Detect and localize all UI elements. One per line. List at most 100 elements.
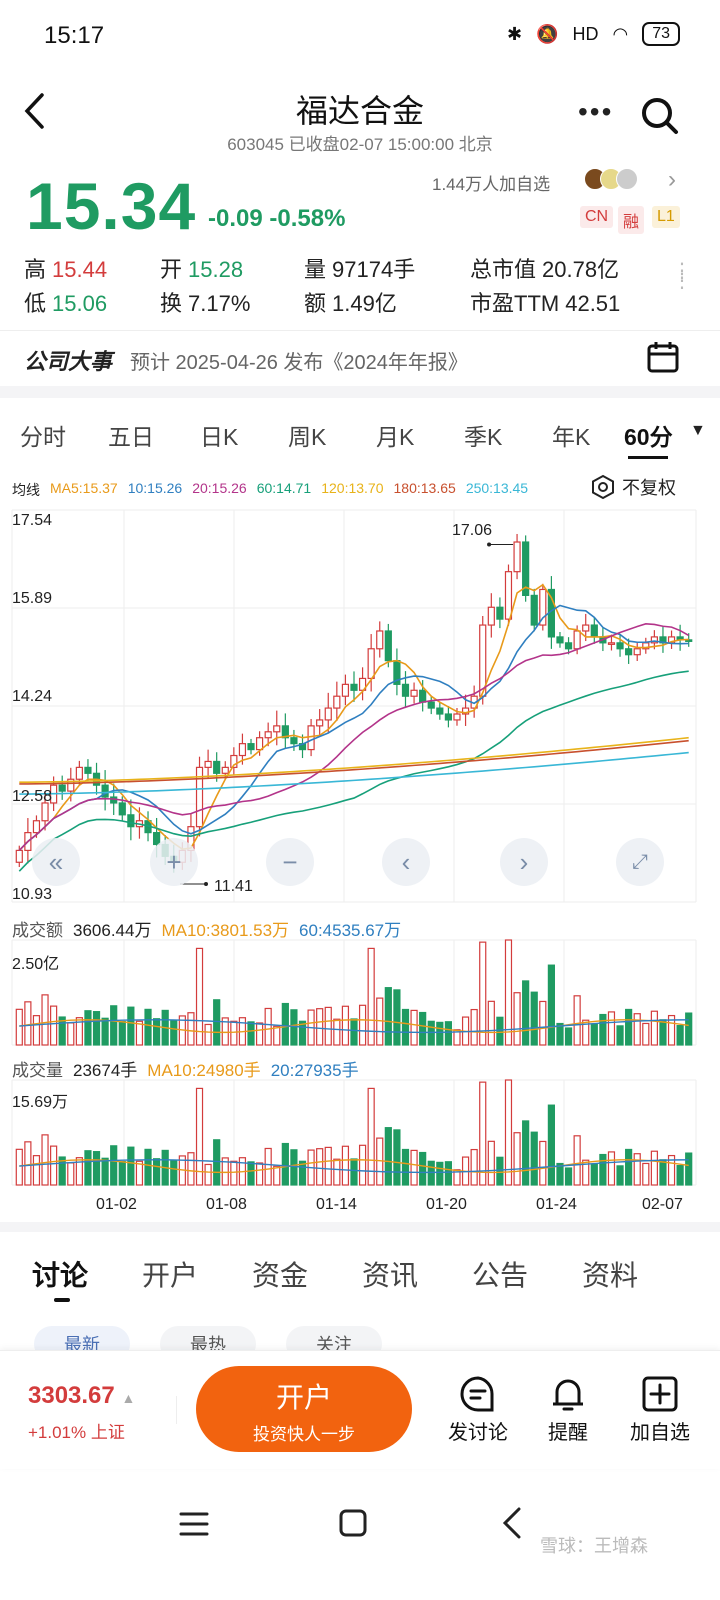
volume-bar <box>607 1151 616 1186</box>
turnover-bar <box>341 1005 350 1046</box>
candle <box>607 642 616 645</box>
content-tab-2[interactable]: 资金 <box>252 1260 309 1291</box>
turnover-bar <box>427 1020 435 1046</box>
calendar-icon[interactable] <box>646 340 679 373</box>
follower-avatars[interactable] <box>584 168 638 190</box>
post-discussion-button[interactable]: 发讨论 <box>438 1372 518 1445</box>
event-text[interactable]: 预计 2025-04-26 发布《2024年年报》 <box>130 352 468 374</box>
avatar <box>616 168 638 190</box>
adjust-label: 不复权 <box>622 478 676 498</box>
period-tab-4[interactable]: 月K <box>376 424 415 450</box>
candle <box>290 737 298 745</box>
volume-bar <box>401 1148 410 1186</box>
ma-legend-label: 均线 <box>12 482 40 498</box>
candle <box>436 707 444 715</box>
period-tab-5[interactable]: 季K <box>464 424 503 450</box>
turnover-bar <box>530 991 538 1046</box>
content-tab-0[interactable]: 讨论 <box>32 1260 89 1291</box>
candle <box>230 754 238 768</box>
volume-bar <box>264 1147 272 1186</box>
period-tab-2[interactable]: 日K <box>200 424 239 450</box>
stat-0: 高 15.44 <box>24 252 107 284</box>
candle <box>444 713 453 721</box>
scroll-right-button[interactable]: › <box>500 838 548 886</box>
back-nav-icon[interactable] <box>500 1506 524 1545</box>
alert-label: 提醒 <box>548 1422 588 1444</box>
stat-label: 高 <box>24 257 47 282</box>
candle <box>487 606 495 626</box>
volume-bar <box>367 1087 375 1186</box>
zoom-out-button[interactable]: − <box>266 838 314 886</box>
content-tab-4[interactable]: 公告 <box>472 1260 529 1291</box>
zoom-in-button[interactable]: + <box>150 838 198 886</box>
chevron-right-icon[interactable]: › <box>668 166 676 193</box>
badge-margin[interactable]: 融 <box>618 206 645 234</box>
menu-icon[interactable] <box>178 1510 210 1543</box>
scroll-left-button[interactable]: ‹ <box>382 838 430 886</box>
turnover-bar <box>616 1025 624 1046</box>
turnover-bar <box>479 941 487 1046</box>
volume-bar <box>479 1081 487 1186</box>
candle <box>281 725 289 739</box>
ma20-line <box>18 623 690 851</box>
index-change[interactable]: +1.01% 上证 <box>28 1423 125 1442</box>
turnover-bar <box>204 1023 212 1046</box>
post-discussion-label: 发讨论 <box>448 1422 508 1444</box>
candle <box>556 636 564 644</box>
index-value[interactable]: 3303.67 ▲ <box>28 1382 135 1410</box>
open-account-button[interactable]: 开户 投资快人一步 <box>196 1366 412 1452</box>
signal-icon: HD <box>572 23 599 44</box>
volume-bar <box>333 1158 341 1186</box>
content-tab-1[interactable]: 开户 <box>142 1260 199 1291</box>
period-tab-6[interactable]: 年K <box>552 424 591 450</box>
period-tab-1[interactable]: 五日 <box>108 424 154 450</box>
badge-l1[interactable]: L1 <box>652 206 680 228</box>
turnover-bar <box>685 1012 693 1046</box>
candle <box>324 707 332 721</box>
alert-button[interactable]: 提醒 <box>528 1372 608 1445</box>
period-tab-3[interactable]: 周K <box>288 424 327 450</box>
volume-bar <box>642 1162 650 1186</box>
volume-bar <box>298 1160 307 1186</box>
search-icon[interactable] <box>640 96 678 134</box>
volume-bar <box>67 1162 75 1186</box>
turnover-bar <box>41 994 49 1046</box>
fullscreen-icon[interactable]: ⤢ <box>616 838 664 886</box>
ma60-line <box>18 670 689 872</box>
more-icon[interactable]: ••• <box>578 96 614 127</box>
stat-value: 42.51 <box>565 291 621 316</box>
turnover-bar <box>453 1029 461 1046</box>
ma-item-5: 180:13.65 <box>393 480 456 496</box>
volume-bar <box>453 1169 461 1186</box>
content-tab-3[interactable]: 资讯 <box>362 1260 419 1291</box>
period-tab-0[interactable]: 分时 <box>20 424 66 450</box>
volume-bar <box>522 1120 530 1186</box>
stat-value: 1.49亿 <box>332 291 397 316</box>
ma5-line <box>18 583 689 851</box>
ma120-line <box>19 736 689 784</box>
home-icon[interactable] <box>338 1508 368 1543</box>
adjust-toggle[interactable]: 不复权 <box>590 474 676 500</box>
caret-down-icon[interactable]: ▼ <box>690 422 706 439</box>
candle <box>479 624 487 697</box>
candle <box>213 760 221 774</box>
period-tab-7[interactable]: 60分 <box>624 424 673 450</box>
content-tab-5[interactable]: 资料 <box>582 1260 639 1291</box>
badge-cn[interactable]: CN <box>580 206 614 228</box>
ma180-line <box>19 739 689 785</box>
stat-value: 20.78亿 <box>542 257 620 282</box>
scroll-left-fast-button[interactable]: « <box>32 838 80 886</box>
volume-bar <box>341 1145 350 1186</box>
candle <box>255 737 264 751</box>
drag-handle-icon[interactable]: ⋮ ⋮ <box>672 260 692 292</box>
back-button[interactable] <box>22 92 48 138</box>
add-watchlist-button[interactable]: 加自选 <box>620 1372 700 1445</box>
y-tick: 15.89 <box>12 590 53 607</box>
stat-6: 额 1.49亿 <box>304 286 397 318</box>
kline-chart[interactable] <box>0 500 720 1220</box>
turnover-bar-ma-long <box>19 1019 689 1034</box>
followers-count[interactable]: 1.44万人加自选 <box>432 175 551 194</box>
volume-bar <box>290 1149 298 1186</box>
candle <box>522 541 530 596</box>
stock-name: 福达合金 <box>295 93 424 129</box>
